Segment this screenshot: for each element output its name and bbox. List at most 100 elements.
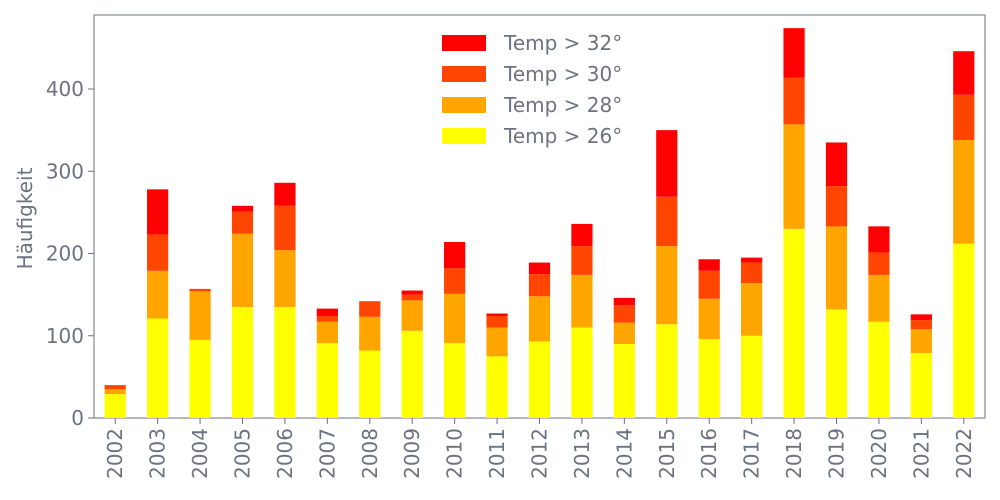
legend-swatch	[442, 35, 486, 51]
bar-2004-series-1	[189, 339, 211, 418]
bar-2021-series-2	[910, 329, 932, 354]
bar-2010-series-4	[444, 241, 466, 269]
bar-2015-series-3	[656, 196, 678, 247]
x-tick-label: 2019	[825, 428, 849, 479]
bar-2014-series-1	[613, 343, 635, 418]
x-tick-label: 2020	[867, 428, 891, 479]
bar-2021-series-1	[910, 353, 932, 418]
bar-2010-series-1	[444, 343, 466, 418]
bar-2008-series-2	[359, 316, 381, 351]
bar-2006-series-1	[274, 306, 296, 418]
bar-2013-series-4	[571, 223, 593, 247]
bars	[104, 28, 975, 418]
bar-2022-series-4	[953, 51, 975, 95]
x-tick-label: 2002	[103, 428, 127, 479]
legend-label: Temp > 30°	[503, 62, 622, 86]
x-tick-label: 2013	[570, 428, 594, 479]
bar-2005-series-2	[231, 233, 254, 307]
bar-2016-series-3	[698, 270, 720, 299]
bar-2002-series-3	[104, 385, 126, 390]
bar-2020-series-4	[868, 226, 890, 253]
bar-2013-series-2	[571, 274, 593, 328]
bar-2017-series-4	[741, 257, 763, 263]
legend-swatch	[442, 66, 486, 82]
bar-2017-series-3	[741, 262, 763, 284]
x-tick-label: 2014	[612, 428, 636, 479]
bar-2012-series-3	[528, 274, 551, 297]
bar-2021-series-3	[910, 320, 932, 330]
bar-2009-series-3	[401, 294, 423, 301]
x-tick-label: 2005	[231, 428, 255, 479]
legend-swatch	[442, 97, 486, 113]
bar-2012-series-1	[528, 341, 551, 418]
bar-2022-series-1	[953, 243, 975, 418]
bar-2019-series-1	[825, 309, 848, 418]
legend-label: Temp > 28°	[503, 93, 622, 117]
x-tick-label: 2016	[697, 428, 721, 479]
bar-2005-series-1	[231, 306, 254, 418]
bar-2007-series-1	[316, 343, 338, 418]
x-axis: 2002 2003 2004 2005 2006 2007 2008 2009 2010 2011…	[103, 418, 976, 479]
y-tick-label: 300	[46, 159, 84, 183]
legend-label: Temp > 26°	[503, 124, 622, 148]
bar-2019-series-3	[825, 186, 848, 227]
bar-2017-series-2	[741, 283, 763, 336]
bar-2010-series-3	[444, 268, 466, 294]
x-tick-label: 2010	[443, 428, 467, 479]
bar-2018-series-1	[783, 228, 805, 418]
x-tick-label: 2011	[485, 428, 509, 479]
x-tick-label: 2017	[740, 428, 764, 479]
x-tick-label: 2008	[358, 428, 382, 479]
x-tick-label: 2009	[400, 428, 424, 479]
bar-2002-series-2	[104, 389, 126, 395]
bar-2006-series-4	[274, 182, 296, 206]
bar-2006-series-3	[274, 205, 296, 251]
bar-2008-series-1	[359, 350, 381, 418]
y-tick-label: 400	[46, 77, 84, 101]
bar-2014-series-4	[613, 297, 635, 306]
x-tick-label: 2006	[273, 428, 297, 479]
x-tick-label: 2007	[315, 428, 339, 479]
y-tick-label: 100	[46, 324, 84, 348]
bar-2011-series-3	[486, 316, 508, 328]
bar-2022-series-3	[953, 94, 975, 141]
legend-label: Temp > 32°	[503, 31, 622, 55]
bar-2021-series-4	[910, 314, 932, 321]
y-axis: 0 100 200 300 400	[46, 77, 94, 430]
bar-2007-series-3	[316, 316, 338, 322]
bar-2015-series-2	[656, 246, 678, 325]
bar-2003-series-3	[147, 234, 169, 271]
bar-2002-series-1	[104, 394, 126, 418]
bar-2012-series-2	[528, 296, 551, 342]
x-tick-label: 2003	[146, 428, 170, 479]
x-tick-label: 2012	[528, 428, 552, 479]
bar-2004-series-2	[189, 291, 211, 340]
y-axis-label: Häufigkeit	[13, 167, 37, 269]
bar-2016-series-2	[698, 298, 720, 340]
y-tick-label: 200	[46, 242, 84, 266]
bar-2019-series-4	[825, 142, 848, 187]
bar-2007-series-4	[316, 308, 338, 317]
bar-2016-series-4	[698, 259, 720, 271]
bar-2013-series-3	[571, 246, 593, 275]
bar-2018-series-3	[783, 77, 805, 125]
bar-2011-series-4	[486, 313, 508, 317]
bar-2007-series-2	[316, 321, 338, 344]
x-tick-label: 2022	[952, 428, 976, 479]
bar-2005-series-4	[231, 205, 254, 212]
bar-2018-series-4	[783, 28, 805, 78]
x-tick-label: 2015	[655, 428, 679, 479]
bar-2020-series-2	[868, 274, 890, 322]
bar-2022-series-2	[953, 140, 975, 244]
bar-2020-series-1	[868, 321, 890, 418]
bar-2009-series-1	[401, 330, 423, 418]
bar-2014-series-3	[613, 305, 635, 323]
x-tick-label: 2021	[909, 428, 933, 479]
bar-2003-series-4	[147, 189, 169, 235]
bar-2003-series-2	[147, 270, 169, 319]
bar-2015-series-4	[656, 130, 678, 197]
bar-2016-series-1	[698, 339, 720, 418]
bar-2018-series-2	[783, 124, 805, 229]
y-tick-label: 0	[71, 406, 84, 430]
